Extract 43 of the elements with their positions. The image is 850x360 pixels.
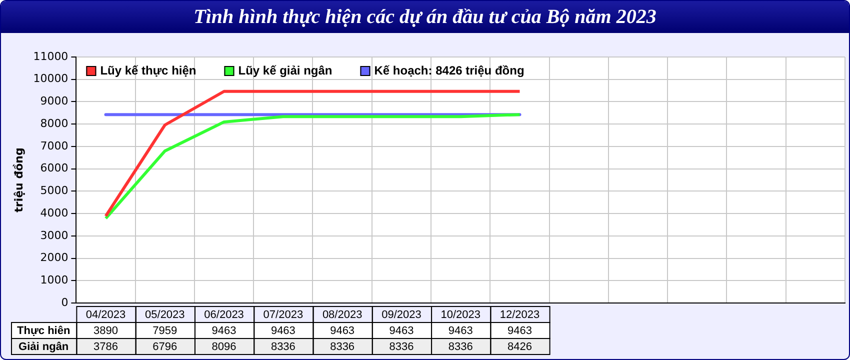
data-label: 6796 bbox=[152, 341, 178, 354]
x-tick-label: 12/2023 bbox=[500, 309, 540, 322]
y-tick-label: 7000 bbox=[40, 139, 68, 152]
data-label: 9463 bbox=[212, 325, 236, 338]
x-tick-label: 06/2023 bbox=[204, 309, 244, 322]
y-tick-label: 6000 bbox=[40, 162, 68, 175]
data-label: 9463 bbox=[448, 325, 473, 338]
y-tick-label: 0 bbox=[61, 296, 68, 309]
y-tick-label: 11000 bbox=[33, 50, 68, 63]
y-tick-label: 9000 bbox=[40, 94, 68, 108]
x-tick-label: 08/2023 bbox=[322, 309, 362, 322]
y-tick-label: 8000 bbox=[40, 116, 68, 130]
data-label: 8336 bbox=[448, 341, 473, 354]
y-tick-label: 1000 bbox=[40, 273, 68, 286]
legend-label: Lũy kế thực hiện bbox=[100, 63, 196, 78]
x-tick-label: 04/2023 bbox=[86, 309, 126, 322]
x-tick-label: 05/2023 bbox=[145, 309, 185, 322]
y-tick-label: 5000 bbox=[40, 184, 68, 198]
x-tick-label: 09/2023 bbox=[382, 309, 422, 322]
data-label: 8336 bbox=[389, 341, 414, 354]
y-tick-label: 4000 bbox=[40, 206, 68, 220]
data-label: 9463 bbox=[389, 325, 414, 338]
y-tick-label: 10000 bbox=[33, 72, 68, 86]
text: Thực hiên bbox=[16, 325, 70, 338]
data-label: 9463 bbox=[270, 325, 296, 338]
data-label: 7959 bbox=[152, 325, 178, 338]
x-tick-label: 10/2023 bbox=[440, 309, 480, 322]
chart-title: Tình hình thực hiện các dự án đầu tư của Bộ năm 2023 bbox=[1, 1, 849, 33]
y-axis-title: triệu đồng bbox=[12, 148, 26, 212]
text: Giải ngân bbox=[18, 341, 69, 354]
data-label: 3786 bbox=[94, 341, 118, 354]
data-label: 8096 bbox=[212, 341, 236, 354]
legend-label: Kế hoạch: 8426 triệu đồng bbox=[374, 63, 524, 78]
data-label: 9463 bbox=[330, 325, 355, 338]
x-tick-label: 07/2023 bbox=[263, 309, 304, 322]
data-label: 9463 bbox=[507, 325, 532, 338]
y-tick-label: 3000 bbox=[40, 228, 68, 242]
legend-label: Lũy kế giải ngân bbox=[238, 63, 332, 78]
y-tick-label: 2000 bbox=[40, 251, 68, 264]
data-label: 3890 bbox=[94, 325, 118, 338]
data-label: 8336 bbox=[270, 341, 296, 354]
data-label: 8426 bbox=[507, 341, 532, 354]
data-label: 8336 bbox=[330, 341, 355, 354]
